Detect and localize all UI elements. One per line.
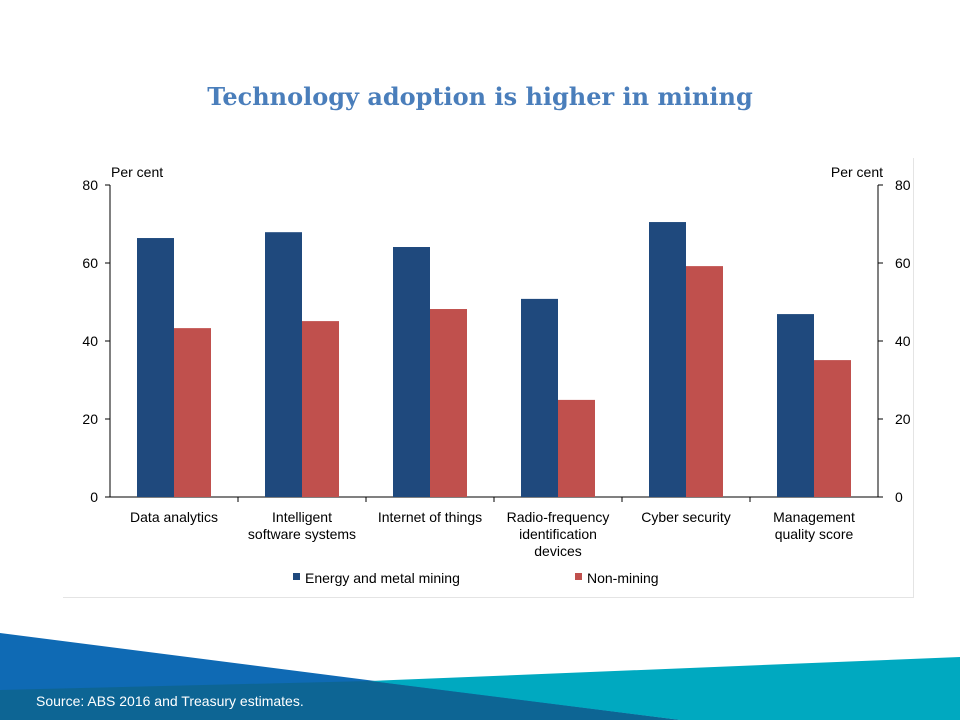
legend-swatch bbox=[293, 573, 300, 580]
left-tick-label: 60 bbox=[82, 255, 98, 271]
right-tick-label: 20 bbox=[895, 411, 911, 427]
right-tick-label: 80 bbox=[895, 177, 911, 193]
legend-swatch bbox=[575, 573, 582, 580]
teal-band bbox=[370, 657, 960, 720]
category-label: Internet of things bbox=[378, 509, 482, 525]
bar-non-mining bbox=[558, 399, 595, 497]
bar-mining bbox=[521, 298, 558, 497]
category-label: Cyber security bbox=[641, 509, 730, 525]
legend-label: Energy and metal mining bbox=[305, 570, 460, 586]
bar-mining bbox=[649, 222, 686, 498]
category-label: devices bbox=[534, 543, 581, 559]
bar-non-mining bbox=[814, 360, 851, 497]
left-axis-label: Per cent bbox=[111, 164, 163, 180]
left-tick-label: 80 bbox=[82, 177, 98, 193]
category-label: quality score bbox=[775, 526, 854, 542]
source-note: Source: ABS 2016 and Treasury estimates. bbox=[36, 693, 304, 709]
right-tick-label: 60 bbox=[895, 255, 911, 271]
bar-non-mining bbox=[686, 266, 723, 497]
left-tick-label: 40 bbox=[82, 333, 98, 349]
right-tick-label: 0 bbox=[895, 489, 903, 505]
legend-label: Non-mining bbox=[587, 570, 659, 586]
left-tick-label: 20 bbox=[82, 411, 98, 427]
dark-band bbox=[0, 681, 680, 720]
category-label: Intelligent bbox=[272, 509, 332, 525]
category-label: identification bbox=[519, 526, 597, 542]
bar-non-mining bbox=[302, 321, 339, 497]
left-tick-label: 0 bbox=[90, 489, 98, 505]
right-axis-label: Per cent bbox=[831, 164, 883, 180]
category-label: Radio-frequency bbox=[507, 509, 610, 525]
chart-title: Technology adoption is higher in mining bbox=[207, 82, 753, 111]
chart-frame bbox=[63, 158, 914, 598]
bar-mining bbox=[265, 232, 302, 497]
right-tick-label: 40 bbox=[895, 333, 911, 349]
bar-non-mining bbox=[430, 309, 467, 497]
bar-mining bbox=[137, 238, 174, 498]
bar-mining bbox=[777, 314, 814, 497]
bar-mining bbox=[393, 247, 430, 497]
category-label: Management bbox=[773, 509, 855, 525]
category-label: software systems bbox=[248, 526, 356, 542]
category-label: Data analytics bbox=[130, 509, 218, 525]
bar-non-mining bbox=[174, 328, 211, 497]
